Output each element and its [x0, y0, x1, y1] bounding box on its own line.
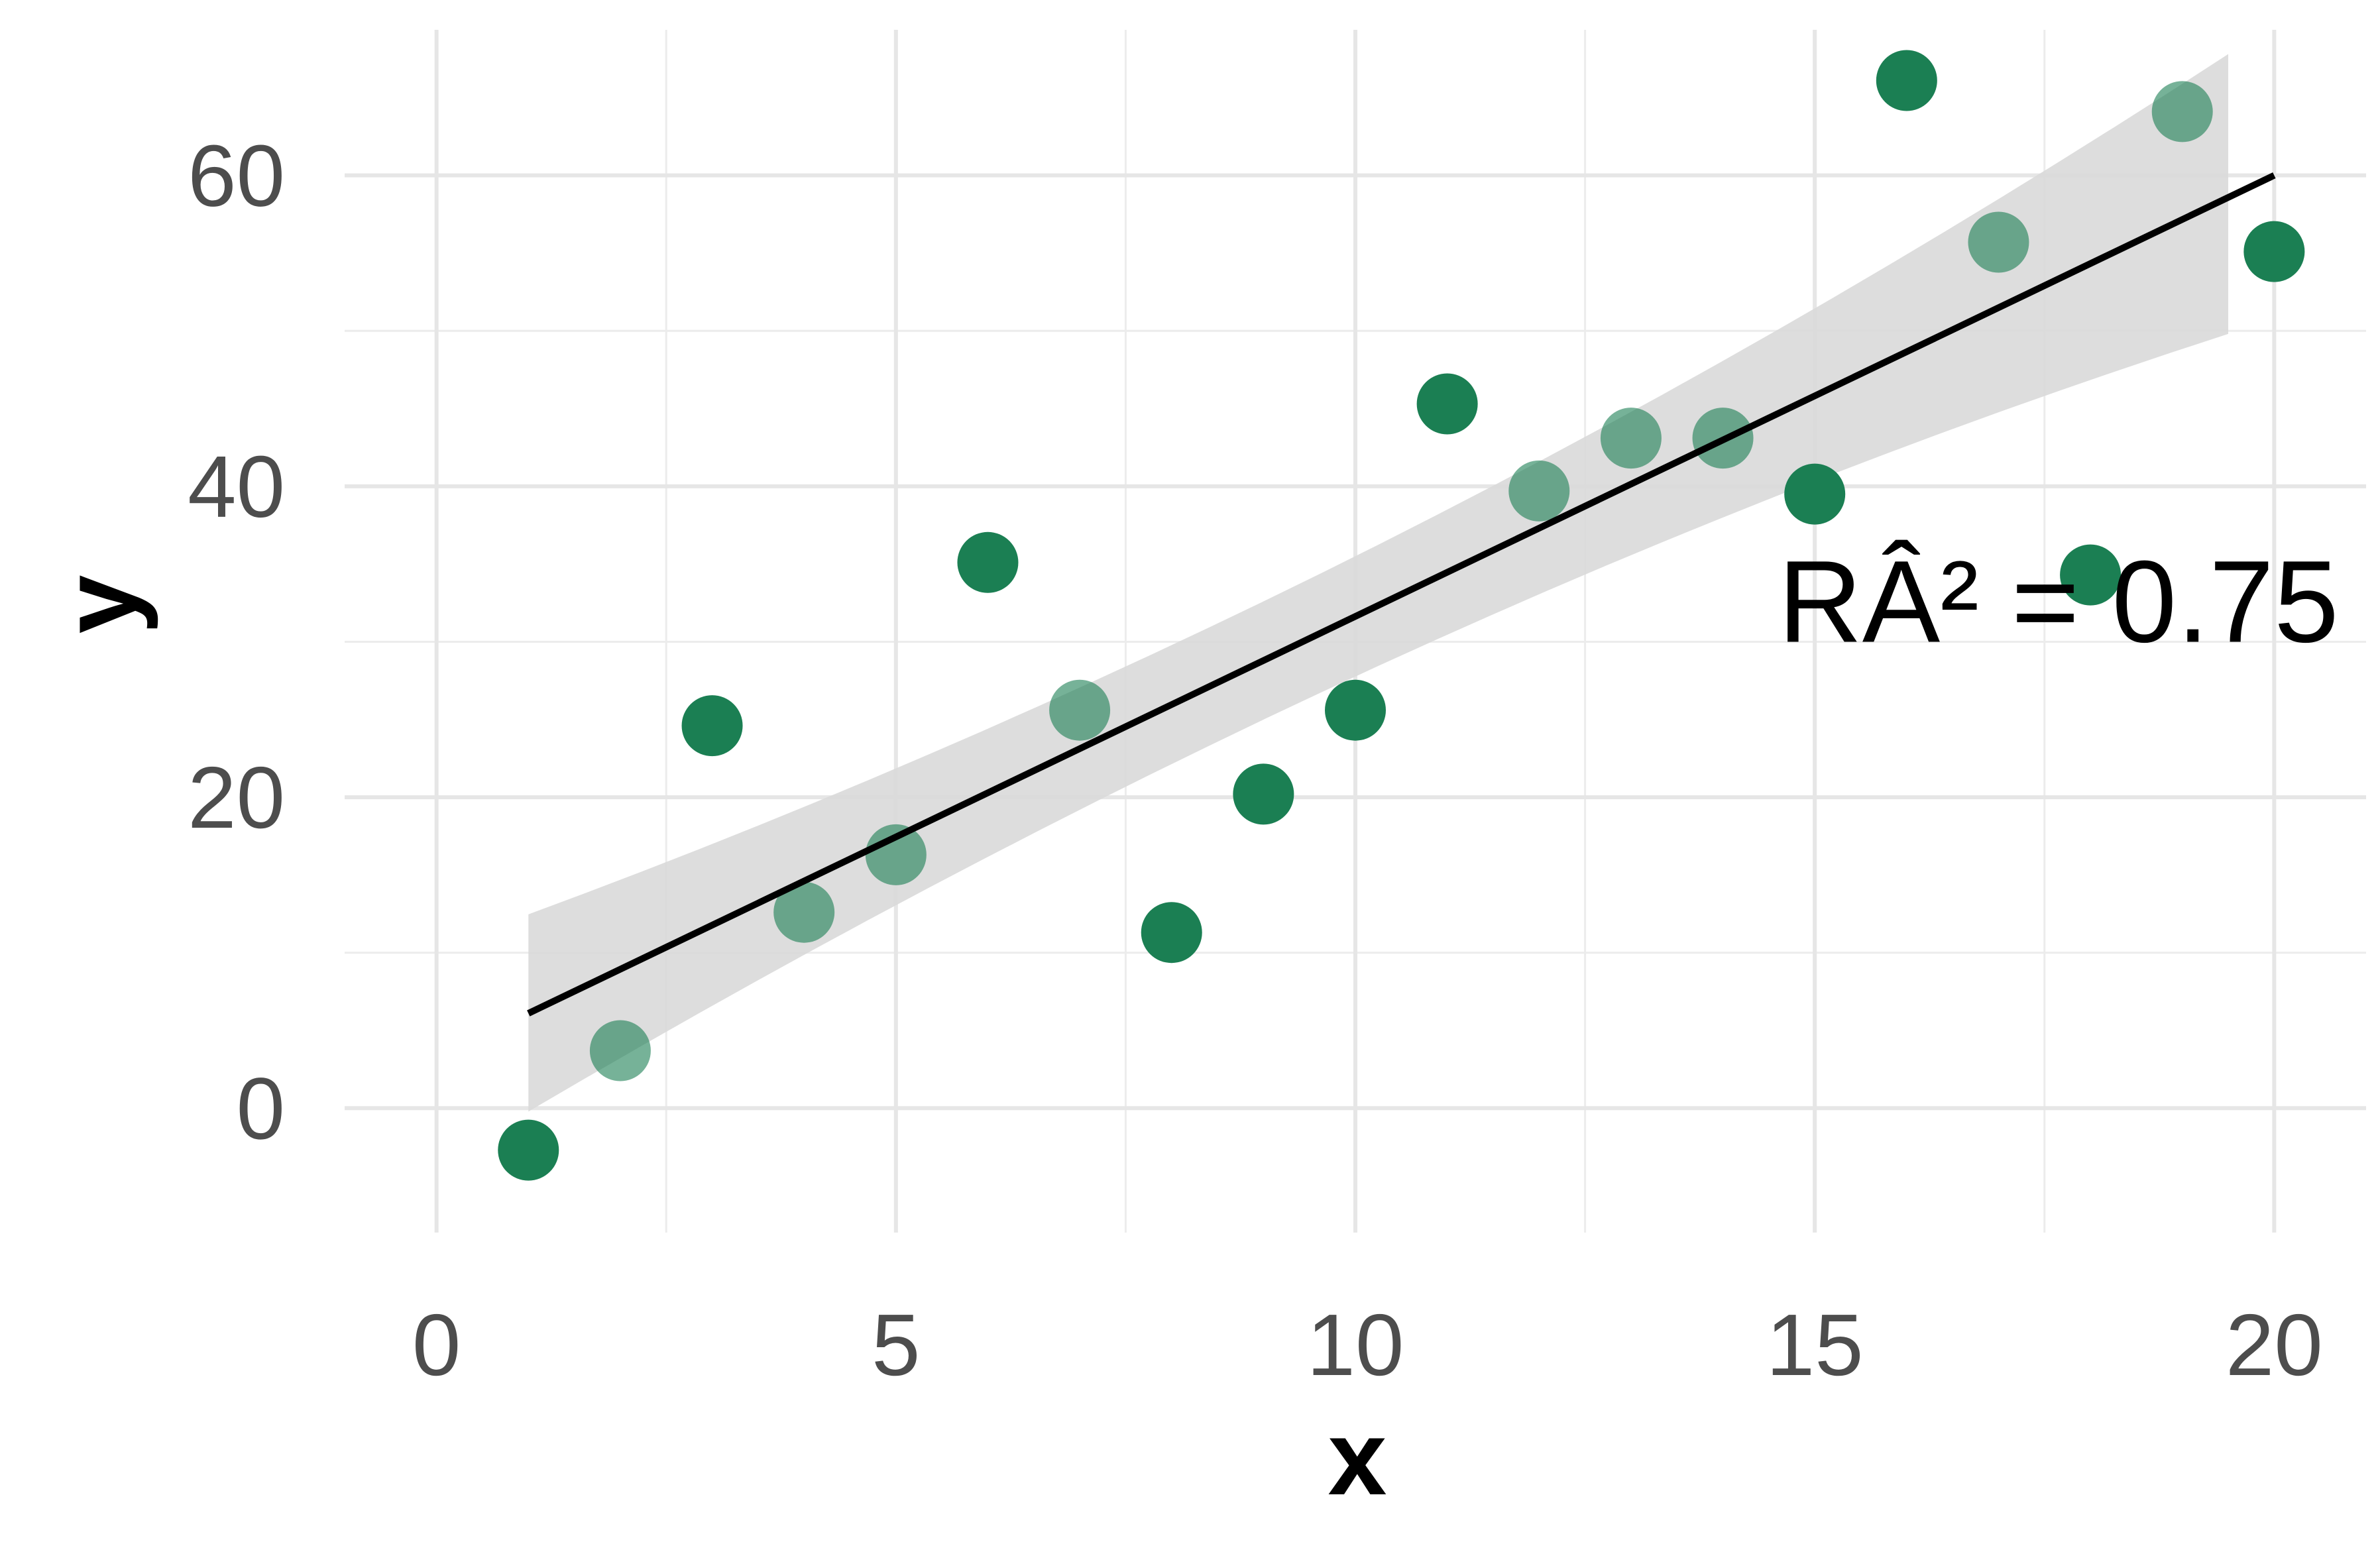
- x-tick-label: 5: [872, 1296, 920, 1394]
- data-point: [2243, 221, 2305, 282]
- y-tick-label: 20: [188, 749, 285, 846]
- data-point: [2151, 81, 2213, 142]
- data-point: [773, 881, 835, 943]
- x-tick-labels: 0 5 10 15 20: [412, 1296, 2323, 1394]
- data-point: [498, 1119, 559, 1181]
- data-point: [1600, 408, 1662, 469]
- data-point: [1325, 679, 1386, 741]
- y-tick-label: 40: [188, 438, 285, 535]
- x-tick-label: 0: [412, 1296, 461, 1394]
- data-point: [2060, 544, 2122, 606]
- fit-line: [527, 172, 2276, 1017]
- y-tick-label: 0: [237, 1060, 285, 1157]
- data-point: [1141, 902, 1202, 964]
- x-axis-title: x: [1328, 1398, 1387, 1517]
- data-point: [1416, 373, 1478, 435]
- data-point: [1876, 50, 1937, 111]
- y-axis-title: y: [40, 575, 158, 634]
- data-point: [1049, 679, 1111, 741]
- data-point: [589, 1020, 651, 1081]
- data-point: [957, 531, 1019, 593]
- y-tick-label: 60: [188, 127, 285, 225]
- x-tick-label: 20: [2226, 1296, 2323, 1394]
- x-tick-label: 10: [1307, 1296, 1404, 1394]
- data-point: [1968, 211, 2029, 273]
- y-tick-labels: 0 20 40 60: [188, 127, 285, 1158]
- data-point: [1508, 460, 1570, 522]
- data-point: [865, 824, 927, 885]
- data-point: [681, 695, 743, 757]
- data-points: [498, 50, 2305, 1181]
- x-tick-label: 15: [1766, 1296, 1864, 1394]
- data-point: [1233, 763, 1294, 825]
- r-squared-annotation: RÂ² = 0.75: [1778, 537, 2339, 667]
- data-point: [1784, 463, 1846, 525]
- confidence-band: [528, 54, 2228, 1112]
